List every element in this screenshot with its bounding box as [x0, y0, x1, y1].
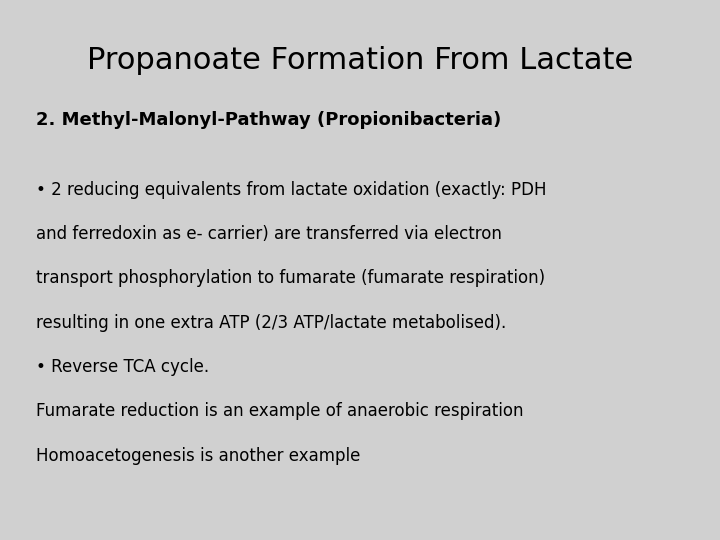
Text: Fumarate reduction is an example of anaerobic respiration: Fumarate reduction is an example of anae… [36, 402, 523, 420]
Text: Propanoate Formation From Lactate: Propanoate Formation From Lactate [87, 46, 633, 75]
Text: transport phosphorylation to fumarate (fumarate respiration): transport phosphorylation to fumarate (f… [36, 269, 545, 287]
Text: • Reverse TCA cycle.: • Reverse TCA cycle. [36, 358, 209, 376]
Text: and ferredoxin as e- carrier) are transferred via electron: and ferredoxin as e- carrier) are transf… [36, 225, 502, 243]
Text: • 2 reducing equivalents from lactate oxidation (exactly: PDH: • 2 reducing equivalents from lactate ox… [36, 181, 546, 199]
Text: Homoacetogenesis is another example: Homoacetogenesis is another example [36, 447, 361, 464]
Text: resulting in one extra ATP (2/3 ATP/lactate metabolised).: resulting in one extra ATP (2/3 ATP/lact… [36, 314, 506, 332]
Text: 2. Methyl-Malonyl-Pathway (Propionibacteria): 2. Methyl-Malonyl-Pathway (Propionibacte… [36, 111, 501, 129]
